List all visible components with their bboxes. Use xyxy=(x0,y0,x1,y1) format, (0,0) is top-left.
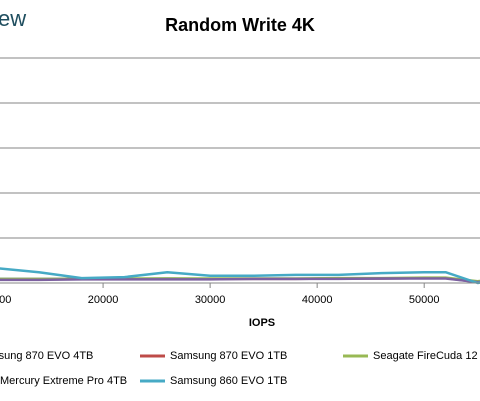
x-tick-label: 20000 xyxy=(88,294,119,306)
logo: ew xyxy=(0,6,26,31)
x-axis-label: IOPS xyxy=(249,317,275,329)
series-line xyxy=(0,277,480,284)
legend-label: Seagate FireCuda 12 xyxy=(373,350,478,362)
x-tick-label: 30000 xyxy=(195,294,226,306)
x-tick-label: 10000 xyxy=(0,294,11,306)
x-tick-label: 50000 xyxy=(409,294,440,306)
plot-area xyxy=(0,267,480,285)
x-tick-label: 40000 xyxy=(302,294,333,306)
legend-label: Mercury Extreme Pro 4TB xyxy=(0,375,127,387)
legend-label: Samsung 870 EVO 1TB xyxy=(170,350,287,362)
legend-label: Samsung 860 EVO 1TB xyxy=(170,375,287,387)
legend-label: Samsung 870 EVO 4TB xyxy=(0,350,93,362)
series-line xyxy=(0,267,480,285)
chart-title: Random Write 4K xyxy=(165,15,315,35)
